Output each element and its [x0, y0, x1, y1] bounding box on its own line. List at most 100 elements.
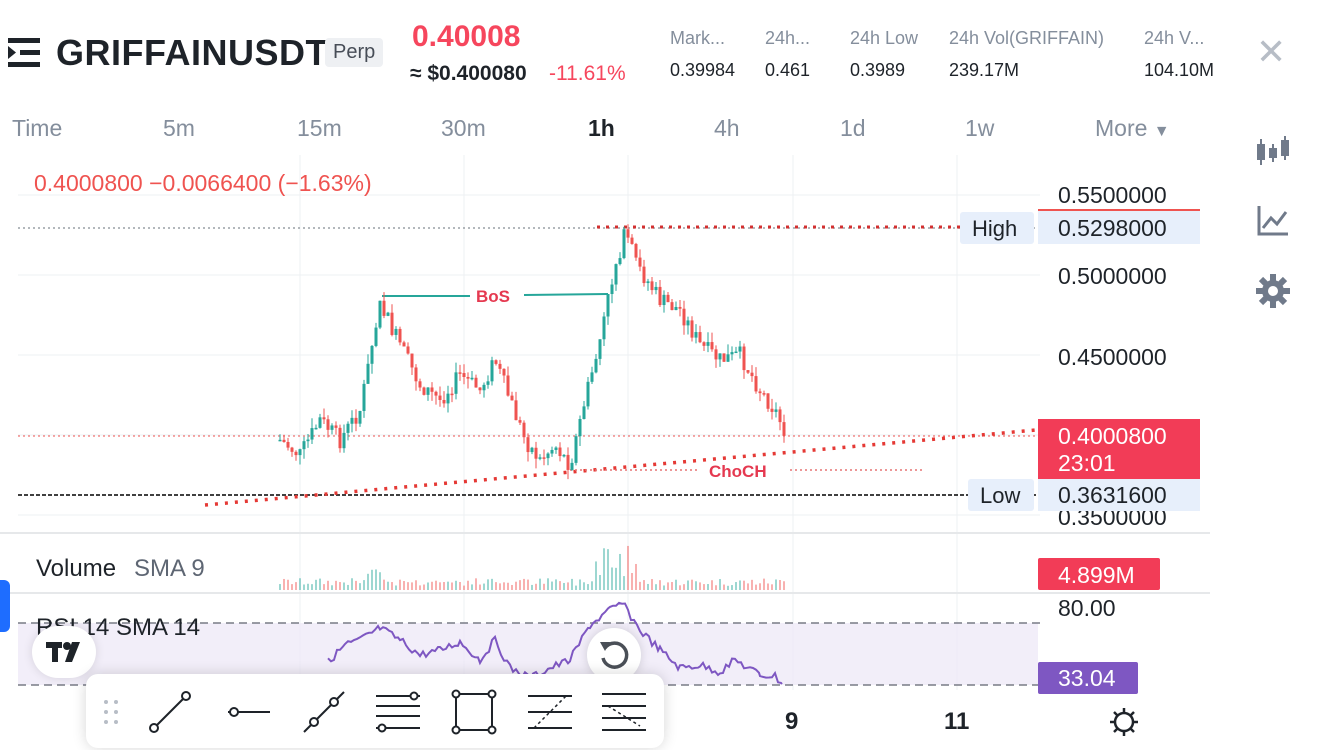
- candle-body: [710, 342, 714, 350]
- menu-icon[interactable]: [8, 36, 42, 70]
- volume-bar: [303, 584, 305, 590]
- ray-line-icon[interactable]: [300, 688, 348, 736]
- volume-bar: [539, 578, 541, 590]
- volume-bar: [659, 580, 661, 590]
- volume-bar: [699, 582, 701, 590]
- candle-body: [778, 409, 782, 423]
- drag-handle-icon[interactable]: [96, 688, 126, 736]
- indicator-icon[interactable]: [1254, 202, 1292, 240]
- candle-body: [614, 264, 618, 285]
- tf-1h[interactable]: 1h: [588, 115, 615, 141]
- volume-bar: [527, 579, 529, 590]
- volume-bar: [611, 567, 613, 590]
- candle-body: [582, 406, 586, 419]
- candle-body: [654, 286, 658, 291]
- volume-bar: [331, 585, 333, 590]
- volume-bar: [599, 574, 601, 590]
- side-panel-tab[interactable]: [0, 580, 10, 632]
- candle-body: [398, 328, 402, 343]
- candle-body: [438, 395, 442, 400]
- close-icon[interactable]: ✕: [1256, 31, 1287, 72]
- candle-body: [418, 381, 422, 388]
- candle-body: [482, 384, 486, 391]
- candle-body: [462, 373, 466, 377]
- price-chart[interactable]: BoS ChoCH 0.4000800 −0.0066400 (−1.63%) …: [0, 150, 1230, 702]
- candles-icon[interactable]: [1254, 132, 1292, 170]
- volume-bar: [507, 582, 509, 590]
- candle-body: [738, 346, 742, 352]
- candle-body: [474, 377, 478, 388]
- candle-body: [282, 439, 286, 442]
- candle-body: [434, 391, 438, 396]
- tf-4h[interactable]: 4h: [714, 115, 740, 141]
- candle-body: [598, 339, 602, 359]
- candle-body: [390, 312, 394, 335]
- volume-bar: [419, 585, 421, 590]
- candle-body: [338, 427, 342, 449]
- candle-body: [606, 294, 610, 317]
- volume-bar: [395, 585, 397, 590]
- chart-info-line: 0.4000800 −0.0066400 (−1.63%): [34, 170, 372, 196]
- candle-body: [374, 327, 378, 346]
- rectangle-icon[interactable]: [450, 688, 498, 736]
- parallel-channel-icon[interactable]: [374, 688, 422, 736]
- tf-30m[interactable]: 30m: [441, 115, 486, 141]
- candle-body: [314, 427, 318, 430]
- volume-bar: [519, 580, 521, 590]
- candle-body: [630, 237, 634, 244]
- candle-body: [294, 451, 298, 456]
- trend-line-icon[interactable]: [146, 688, 194, 736]
- candle-body: [574, 436, 578, 463]
- low-tag-label: Low: [980, 483, 1020, 508]
- tf-time[interactable]: Time: [12, 115, 63, 141]
- candle-body: [690, 320, 694, 338]
- settings-icon[interactable]: [1254, 272, 1292, 310]
- tf-1w[interactable]: 1w: [965, 115, 995, 141]
- fib-extension-icon[interactable]: [600, 688, 648, 736]
- reset-button[interactable]: [587, 628, 641, 682]
- candle-body: [686, 320, 690, 326]
- horizontal-line-icon[interactable]: [224, 688, 272, 736]
- tf-1d[interactable]: 1d: [840, 115, 866, 141]
- candle-body: [414, 367, 418, 382]
- y-axis-label: 0.5500000: [1058, 182, 1167, 208]
- candle-body: [618, 258, 622, 265]
- volume-bar: [391, 582, 393, 590]
- gear-icon[interactable]: [1108, 706, 1140, 738]
- candle-body: [406, 346, 410, 354]
- candle-body: [370, 345, 374, 364]
- stat-24h-vol-usdt-label: 24h V...: [1144, 28, 1205, 48]
- volume-bar: [447, 581, 449, 590]
- candle-body: [662, 294, 666, 306]
- symbol-title[interactable]: GRIFFAINUSDT: [56, 32, 328, 73]
- rsi-value-tag: [1038, 662, 1138, 694]
- volume-bar: [379, 572, 381, 590]
- tf-15m[interactable]: 15m: [297, 115, 342, 141]
- rsi-80-label: 80.00: [1058, 595, 1116, 621]
- candle-body: [318, 417, 322, 428]
- volume-bar: [707, 584, 709, 590]
- candle-body: [774, 409, 778, 412]
- volume-bar: [463, 585, 465, 590]
- volume-bar: [783, 581, 785, 590]
- candle-body: [726, 354, 730, 362]
- tf-more[interactable]: More ▼: [1095, 115, 1170, 142]
- tf-5m[interactable]: 5m: [163, 115, 195, 141]
- volume-bar: [515, 581, 517, 590]
- volume-bar: [559, 581, 561, 590]
- volume-bar: [779, 579, 781, 590]
- fib-retracement-icon[interactable]: [526, 688, 574, 736]
- candle-body: [706, 342, 710, 346]
- volume-bar: [355, 580, 357, 590]
- candle-body: [602, 316, 606, 340]
- volume-bar: [623, 576, 625, 590]
- volume-bar: [351, 578, 353, 590]
- candle-body: [422, 387, 426, 395]
- stat-mark-label: Mark...: [670, 28, 726, 48]
- volume-bar: [683, 584, 685, 590]
- candle-body: [590, 372, 594, 382]
- candle-body: [446, 393, 450, 404]
- candle-body: [354, 417, 358, 424]
- volume-bar: [747, 583, 749, 590]
- candle-body: [578, 418, 582, 437]
